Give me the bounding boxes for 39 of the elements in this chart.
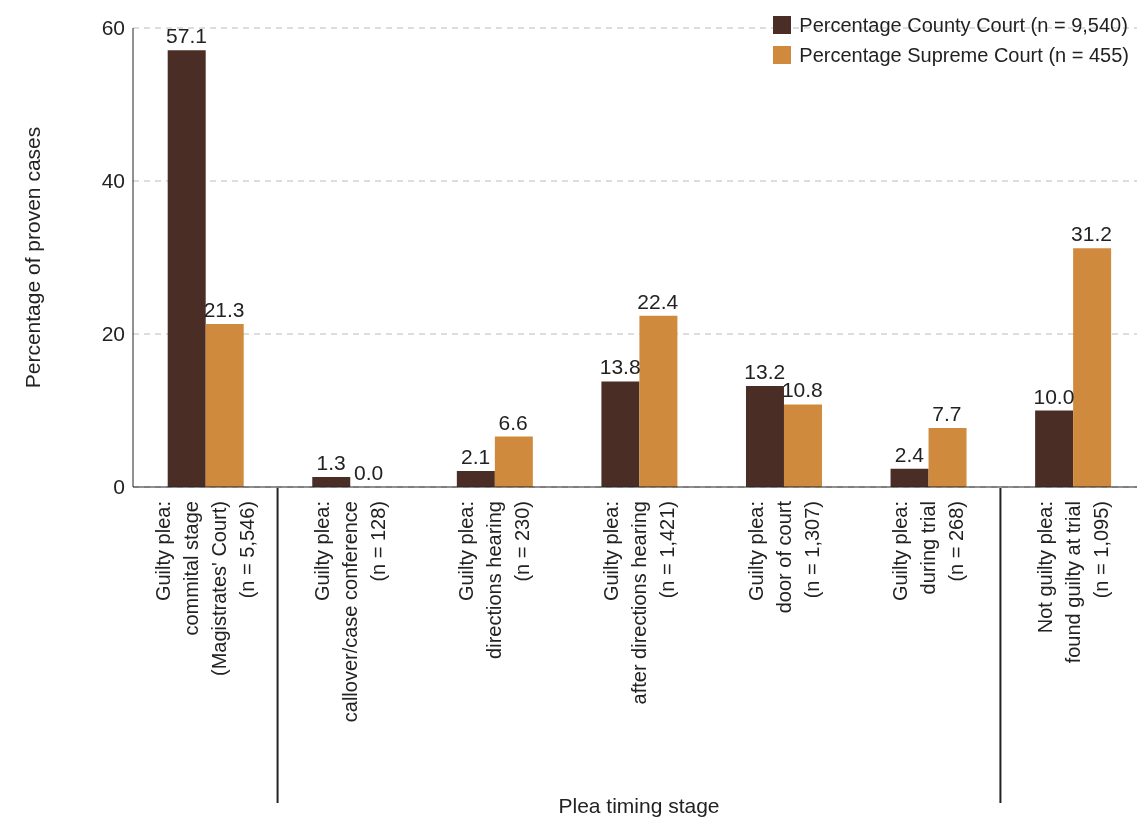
data-label: 2.4: [894, 442, 925, 466]
x-axis-title: Plea timing stage: [558, 794, 720, 817]
y-tick-label: 20: [101, 322, 125, 346]
y-tick-label: 40: [101, 169, 125, 193]
bar: [1073, 248, 1112, 487]
bar: [205, 324, 244, 487]
bar: [312, 477, 351, 487]
bar: [456, 470, 495, 487]
y-tick-label: 0: [113, 475, 125, 499]
data-label: 1.3: [316, 451, 346, 475]
x-tick-label: Guilty plea: callover/case conference (n = 128): [310, 501, 389, 723]
data-label: 13.2: [744, 360, 786, 384]
y-axis-title: Percentage of proven cases: [21, 126, 45, 389]
data-label: 7.7: [932, 402, 962, 426]
data-label: 13.8: [599, 355, 641, 379]
x-tick-label: Guilty plea: directions hearing (n = 230): [455, 501, 534, 659]
bar: [928, 428, 967, 487]
bar: [494, 436, 533, 487]
legend-label: Percentage Supreme Court (n = 455): [799, 43, 1129, 68]
legend-label: Percentage County Court (n = 9,540): [799, 13, 1128, 38]
bar: [601, 381, 640, 487]
bar: [745, 386, 784, 487]
bar: [639, 315, 678, 487]
y-tick-label: 60: [101, 16, 125, 40]
data-label: 0.0: [354, 461, 384, 484]
data-label: 57.1: [166, 24, 207, 48]
data-label: 22.4: [637, 289, 679, 313]
x-tick-label: Guilty plea: commital stage (Magistrates' Court) (n = 5,546): [152, 501, 259, 676]
x-tick-label: Not guilty plea: found guilty at trial (n = 1,095): [1033, 501, 1112, 664]
x-tick-label: Guilty plea: after directions hearing (n = 1,421): [600, 501, 678, 705]
x-tick-label: Guilty plea: during trial (n = 268): [889, 501, 968, 602]
bar: [783, 404, 822, 487]
x-tick-label: Guilty plea: door of court (n = 1,307): [744, 500, 823, 614]
bar: [1035, 410, 1074, 487]
bar: [167, 50, 206, 487]
data-label: 2.1: [461, 444, 491, 468]
data-label: 6.6: [498, 410, 528, 434]
bar: [890, 468, 929, 487]
data-label: 31.2: [1071, 222, 1112, 246]
